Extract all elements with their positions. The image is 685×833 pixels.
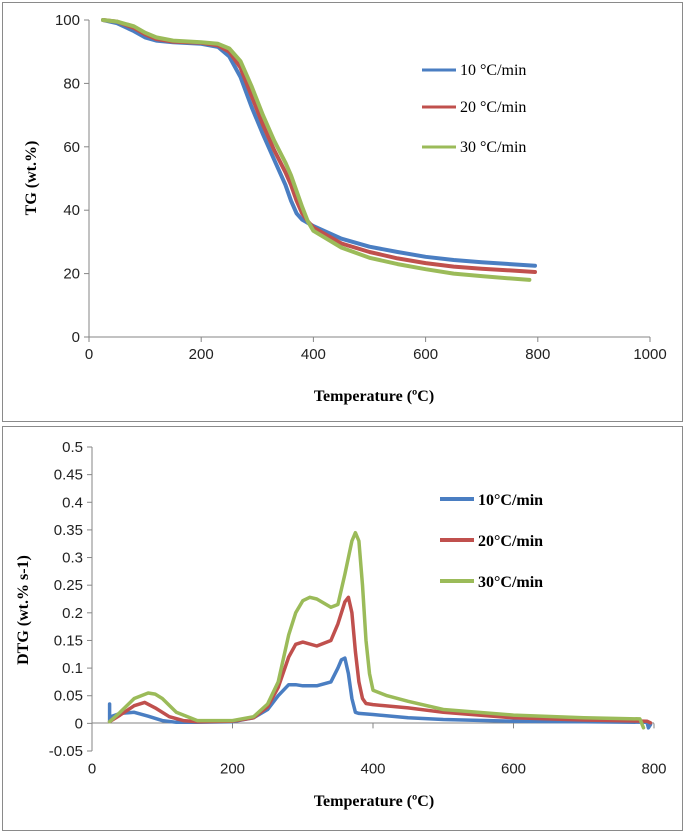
- tg-chart-panel: [2, 2, 683, 422]
- tg-x-tick-label: 400: [301, 346, 326, 363]
- dtg-y-tick-label: 0.5: [62, 439, 83, 456]
- tg-y-tick-label: 0: [72, 329, 80, 346]
- tg-series-line-2: [101, 18, 532, 282]
- tg-y-tick-label: 60: [63, 139, 80, 156]
- dtg-series-line-2: [107, 530, 646, 730]
- dtg-legend-label-30: 30°C/min: [478, 574, 543, 591]
- tg-ticks: 0 200 400 600 800 1000 0 20 40 60 80 100: [55, 12, 667, 363]
- dtg-y-tick-label: -0.05: [49, 743, 83, 760]
- dtg-x-tick-label: 200: [220, 760, 245, 777]
- tg-y-tick-label: 100: [55, 12, 80, 29]
- tg-x-tick-label: 600: [413, 346, 438, 363]
- tg-x-axis-title: Temperature (ºC): [314, 388, 434, 405]
- tg-legend-label-20: 20 °C/min: [460, 99, 526, 116]
- dtg-series-line-0: [107, 656, 653, 730]
- dtg-y-axis-title: DTG (wt.% s-1): [15, 555, 32, 665]
- tg-legend-label-10: 10 °C/min: [460, 62, 526, 79]
- tg-lines: [101, 18, 537, 282]
- dtg-series-line-1: [107, 595, 653, 725]
- tg-chart: TG (wt.%) Temperature (ºC) 0 200 400 600 800…: [23, 12, 667, 405]
- tg-y-tick-label: 40: [63, 202, 80, 219]
- dtg-x-tick-label: 800: [641, 760, 666, 777]
- tg-x-tick-label: 800: [525, 346, 550, 363]
- dtg-y-tick-label: 0.1: [62, 660, 83, 677]
- dtg-x-axis-title: Temperature (ºC): [314, 793, 434, 810]
- tg-y-tick-label: 20: [63, 266, 80, 283]
- tg-x-tick-label: 1000: [633, 346, 666, 363]
- dtg-ticks: 0 200 400 600 800 -0.05 0 0.05 0.1 0.15 0.2 0.25 0.3…: [49, 439, 667, 777]
- dtg-x-tick-label: 0: [88, 760, 96, 777]
- dtg-y-tick-label: 0.25: [54, 577, 83, 594]
- dtg-chart-panel: [2, 426, 683, 831]
- dtg-y-tick-label: 0: [75, 715, 83, 732]
- dtg-x-tick-label: 400: [360, 760, 385, 777]
- tg-legend-label-30: 30 °C/min: [460, 139, 526, 156]
- dtg-y-tick-label: 0.45: [54, 467, 83, 484]
- dtg-y-tick-label: 0.4: [62, 494, 83, 511]
- dtg-y-tick-label: 0.05: [54, 688, 83, 705]
- dtg-y-tick-label: 0.35: [54, 522, 83, 539]
- dtg-chart: DTG (wt.% s-1) Temperature (ºC) 0 200 400 6…: [15, 439, 667, 810]
- dtg-legend-label-20: 20°C/min: [478, 533, 543, 550]
- tg-x-tick-label: 0: [85, 346, 93, 363]
- dtg-lines: [107, 530, 653, 730]
- dtg-legend: 10°C/min 20°C/min 30°C/min: [440, 492, 543, 591]
- dtg-y-tick-label: 0.3: [62, 550, 83, 567]
- tg-x-tick-label: 200: [189, 346, 214, 363]
- dtg-y-tick-label: 0.2: [62, 605, 83, 622]
- dtg-x-tick-label: 600: [501, 760, 526, 777]
- tg-legend: 10 °C/min 20 °C/min 30 °C/min: [422, 62, 526, 156]
- tg-y-axis-title: TG (wt.%): [23, 141, 40, 216]
- dtg-legend-label-10: 10°C/min: [478, 492, 543, 509]
- dtg-y-tick-label: 0.15: [54, 632, 83, 649]
- tg-y-tick-label: 80: [63, 75, 80, 92]
